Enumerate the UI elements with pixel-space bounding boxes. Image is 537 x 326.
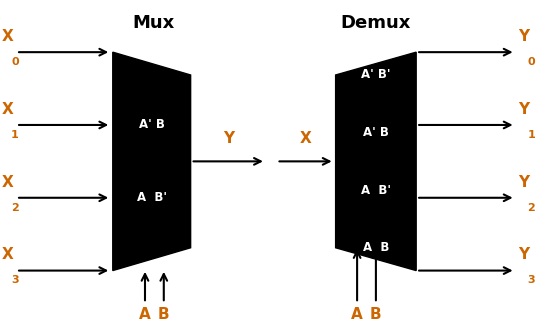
Text: 1: 1 [527, 130, 535, 140]
Text: Y: Y [518, 102, 529, 117]
Text: 0: 0 [11, 57, 19, 67]
Text: Y: Y [518, 175, 529, 190]
Text: X: X [2, 102, 13, 117]
Text: 2: 2 [527, 203, 535, 213]
Text: 2: 2 [11, 203, 19, 213]
Text: Mux: Mux [132, 14, 174, 32]
Text: X: X [300, 131, 311, 146]
Text: A  B': A B' [361, 184, 391, 197]
Text: A: A [351, 307, 363, 322]
Text: Y: Y [518, 247, 529, 262]
Text: 0: 0 [527, 57, 535, 67]
Polygon shape [336, 52, 416, 271]
Text: B: B [158, 307, 170, 322]
Text: 3: 3 [11, 275, 19, 286]
Text: Y: Y [223, 131, 234, 146]
Text: A: A [139, 307, 151, 322]
Text: A' B': A' B' [137, 46, 166, 59]
Text: B: B [370, 307, 382, 322]
Text: Y: Y [518, 29, 529, 44]
Text: Demux: Demux [340, 14, 411, 32]
Text: A  B: A B [139, 264, 165, 277]
Text: 3: 3 [527, 275, 535, 286]
Polygon shape [113, 52, 191, 271]
Text: A' B': A' B' [361, 68, 390, 82]
Text: A' B: A' B [363, 126, 389, 139]
Text: A' B: A' B [139, 118, 165, 131]
Text: X: X [2, 175, 13, 190]
Text: X: X [2, 29, 13, 44]
Text: 1: 1 [11, 130, 19, 140]
Text: A  B: A B [362, 241, 389, 254]
Text: X: X [2, 247, 13, 262]
Text: A  B': A B' [137, 191, 166, 204]
